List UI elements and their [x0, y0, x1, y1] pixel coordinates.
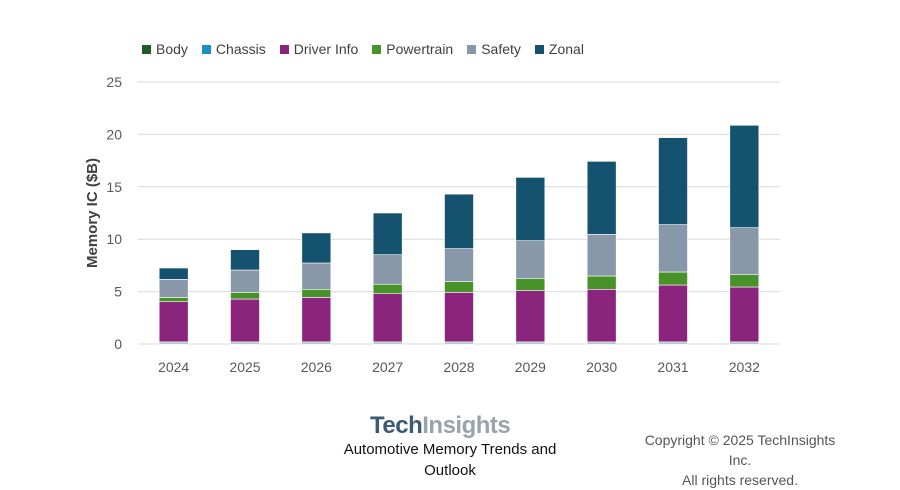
bar-segment-zonal [230, 249, 260, 271]
bar-segment-powertrain [515, 278, 546, 291]
bar-segment-powertrain [729, 274, 760, 288]
rights-line: All rights reserved. [682, 472, 798, 488]
bar-segment-zonal [729, 124, 760, 228]
bar-segment-driver-info [586, 288, 617, 343]
legend-item: Chassis [201, 41, 266, 57]
bar-segment-powertrain [658, 271, 688, 286]
bar-segment-safety [444, 248, 474, 282]
legend-swatch [372, 44, 382, 54]
legend-label: Powertrain [386, 41, 454, 57]
x-tick-label: 2025 [229, 359, 260, 375]
legend-item: Zonal [534, 41, 584, 57]
bar-segment-zonal [515, 177, 546, 241]
y-tick-label: 0 [114, 336, 122, 352]
bar-segment-zonal [658, 137, 688, 225]
x-tick-label: 2026 [301, 359, 332, 375]
legend-swatch [534, 44, 544, 54]
x-tick-label: 2024 [158, 359, 189, 375]
chart-legend: Body Chassis Driver Info Powertrain Safety Zo… [142, 41, 584, 57]
bar-segment-driver-info [158, 301, 189, 343]
y-tick-label: 5 [114, 284, 122, 300]
legend-swatch [279, 44, 289, 54]
y-tick-label: 15 [106, 179, 122, 195]
bar-segment-safety [658, 224, 688, 273]
legend-label: Safety [481, 41, 521, 57]
bar-segment-safety [230, 269, 260, 293]
legend-label: Chassis [215, 41, 266, 57]
bar-segment-safety [586, 234, 617, 277]
legend-item: Body [142, 41, 188, 57]
legend-item: Safety [467, 41, 521, 57]
copyright-notice: Copyright © 2025 TechInsights Inc. All r… [640, 430, 840, 490]
bar-segment-safety [301, 262, 332, 290]
bar-segment-zonal [158, 267, 189, 280]
x-tick-label: 2030 [586, 359, 617, 375]
bar-segment-driver-info [444, 292, 474, 343]
legend-swatch [201, 44, 211, 54]
legend-item: Driver Info [279, 41, 359, 57]
x-tick-label: 2029 [515, 359, 546, 375]
bar-segment-zonal [444, 193, 474, 249]
x-tick-label: 2032 [729, 359, 760, 375]
legend-label: Body [156, 41, 188, 57]
bar-segment-safety [158, 279, 189, 298]
bar-segment-powertrain [372, 283, 403, 294]
bar-segment-driver-info [301, 297, 332, 343]
x-tick-label: 2031 [657, 359, 688, 375]
bar-segment-driver-info [230, 298, 260, 343]
bar-segment-driver-info [372, 293, 403, 343]
bar-segment-driver-info [515, 290, 546, 343]
bar-segment-driver-info [658, 284, 688, 343]
copyright-line: Copyright © 2025 TechInsights Inc. [644, 432, 836, 468]
legend-label: Zonal [548, 41, 584, 57]
bar-segment-powertrain [301, 288, 332, 298]
bar-segment-powertrain [586, 275, 617, 290]
legend-label: Driver Info [293, 41, 359, 57]
techinsights-logo: TechInsights [370, 412, 511, 440]
bar-segment-powertrain [444, 281, 474, 293]
y-tick-label: 10 [106, 231, 122, 247]
bar-segment-safety [515, 240, 546, 280]
bar-segment-powertrain [230, 292, 260, 300]
bar-segment-powertrain [158, 297, 189, 302]
x-tick-label: 2028 [443, 359, 474, 375]
y-axis-label: Memory IC ($B) [84, 158, 101, 268]
bar-segment-zonal [372, 212, 403, 256]
legend-swatch [142, 44, 151, 54]
logo-text-tech: Tech [370, 412, 423, 439]
report-subtitle: Automotive Memory Trends and Outlook [343, 441, 557, 479]
bar-segment-zonal [301, 232, 332, 264]
y-tick-label: 25 [106, 74, 122, 90]
logo-text-insights: Insights [422, 412, 511, 439]
legend-item: Powertrain [372, 41, 453, 57]
bar-segment-zonal [586, 161, 617, 235]
bar-segment-driver-info [729, 286, 760, 343]
y-tick-label: 20 [106, 126, 122, 142]
legend-swatch [467, 44, 477, 54]
bar-segment-safety [372, 254, 403, 285]
bar-segment-safety [729, 227, 760, 276]
x-tick-label: 2027 [372, 359, 403, 375]
